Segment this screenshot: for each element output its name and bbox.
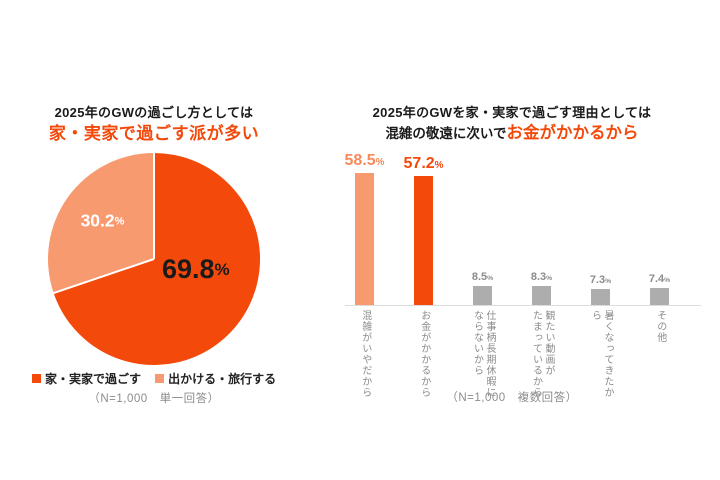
pie-chart-title: 2025年のGWの過ごし方としては 家・実家で過ごす派が多い [40, 104, 268, 145]
pie-chart: 69.8% 30.2% [48, 153, 260, 365]
bar-chart-title-line1: 2025年のGWを家・実家で過ごす理由としては [372, 105, 652, 120]
pie-slice-value-label: 69.8% [162, 254, 230, 284]
pie-slice-value-label: 30.2% [81, 210, 125, 230]
pie-chart-panel: 2025年のGWの過ごし方としては 家・実家で過ごす派が多い 69.8% 30.2… [31, 104, 276, 405]
bar-category-label-4: 暑くなってきたから [589, 310, 614, 398]
bar-chart-panel: 2025年のGWを家・実家で過ごす理由としては 混雑の敬遠に次いでお金がかかるか… [345, 104, 701, 404]
legend-swatch-go-out-icon [155, 374, 165, 383]
bar-value-label-1: 57.2% [403, 155, 444, 172]
bar-category-label-2: 仕事柄長期休暇に ならないから [471, 310, 496, 398]
bar-value-label-3: 8.3% [530, 271, 553, 283]
bar-2 [473, 286, 492, 305]
pie-sample-note: （N=1,000 単一回答） [88, 393, 220, 405]
bar-plot-area: 58.5% 混雑がいやだから 57.2% お金がかかるから 8.5% 仕事柄長期休暇に な… [345, 150, 701, 400]
legend-item-go-out: 出かける・旅行する [155, 370, 276, 387]
bar-category-label-3: 観たい動画が たまっているから [530, 310, 555, 398]
legend-item-stay-home: 家・実家で過ごす [31, 370, 142, 387]
bar-category-label-1: お金がかかるから [418, 310, 430, 398]
bar-category-label-5: その他 [654, 310, 666, 343]
x-axis-line [345, 305, 701, 306]
legend-label-go-out: 出かける・旅行する [168, 372, 277, 386]
bar-3 [532, 286, 551, 305]
bar-chart-title-line2: 混雑の敬遠に次いでお金がかかるから [352, 122, 672, 145]
pie-chart-title-line2: 家・実家で過ごす派が多い [48, 123, 260, 143]
bar-value-label-2: 8.5% [471, 271, 494, 283]
pie-slice-divider [53, 258, 155, 294]
pie-slice-0 [53, 153, 260, 365]
bar-5 [650, 288, 669, 305]
bar-value-label-5: 7.4% [648, 273, 671, 285]
legend-label-stay-home: 家・実家で過ごす [44, 372, 142, 386]
bar-category-label-0: 混雑がいやだから [359, 310, 371, 398]
bar-chart-title: 2025年のGWを家・実家で過ごす理由としては 混雑の敬遠に次いでお金がかかるか… [352, 104, 672, 144]
bar-sample-note: （N=1,000 複数回答） [446, 392, 578, 404]
bar-0 [355, 173, 374, 305]
bar-value-label-0: 58.5% [344, 152, 385, 169]
pie-chart-title-line1: 2025年のGWの過ごし方としては [54, 105, 254, 120]
pie-legend: 家・実家で過ごす 出かける・旅行する [31, 370, 276, 387]
legend-swatch-stay-home-icon [31, 374, 41, 383]
bar-value-label-4: 7.3% [589, 274, 612, 286]
bar-1 [414, 176, 433, 305]
bar-4 [591, 289, 610, 305]
pie-slice-1 [48, 153, 154, 294]
bar-chart-title-line2-orange: お金がかかるから [506, 123, 639, 142]
bar-chart-title-line2-black: 混雑の敬遠に次いで [385, 125, 507, 141]
